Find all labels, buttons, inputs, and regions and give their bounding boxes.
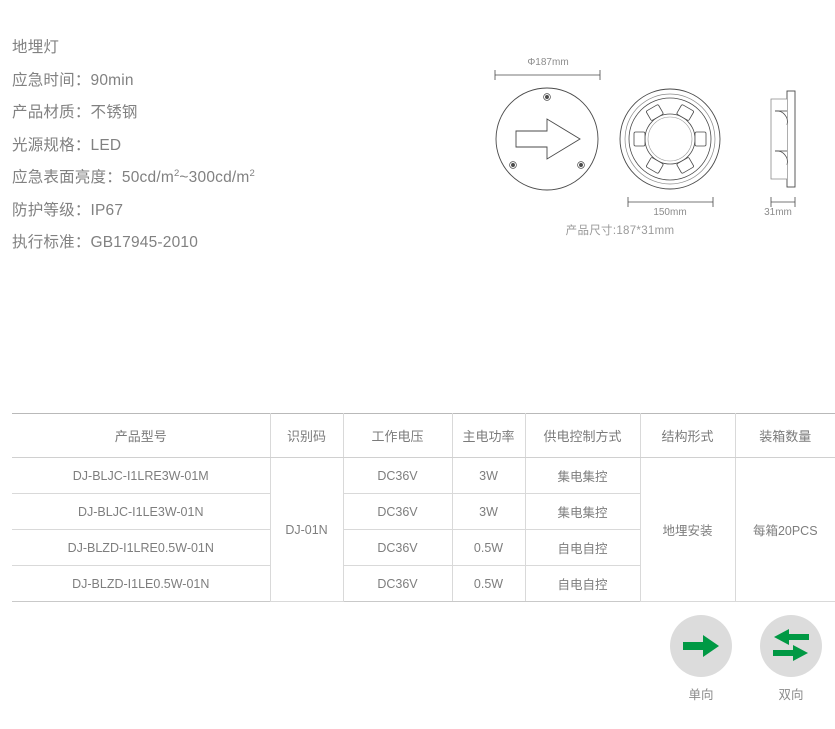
spec-surface-brightness: 应急表面亮度：50cd/m2~300cd/m2 bbox=[12, 162, 442, 195]
cell-control: 自电自控 bbox=[524, 565, 640, 602]
column-header-power: 主电功率 bbox=[451, 413, 526, 458]
cell-identification-code: DJ-01N bbox=[269, 457, 344, 602]
cell-power: 3W bbox=[451, 493, 526, 530]
spec-value: 不锈钢 bbox=[90, 104, 138, 121]
spec-label: 产品材质 bbox=[12, 104, 75, 121]
column-header-model: 产品型号 bbox=[12, 413, 271, 458]
cell-control: 集电集控 bbox=[524, 493, 640, 530]
spec-protection-level: 防护等级：IP67 bbox=[12, 195, 442, 228]
spec-label: 防护等级 bbox=[12, 201, 75, 219]
cell-control: 自电自控 bbox=[524, 529, 640, 566]
spec-value: 90min bbox=[90, 71, 134, 89]
product-spec-block: 地埋灯 应急时间：90min 产品材质：不锈钢 光源规格：LED 应急表面亮度：… bbox=[12, 32, 442, 260]
badge-label: 单向 bbox=[688, 688, 714, 702]
dimension-label-depth: 31mm bbox=[764, 207, 792, 218]
spec-value: IP67 bbox=[90, 201, 124, 219]
cell-control: 集电集控 bbox=[524, 457, 641, 494]
badge-single-direction: 单向 bbox=[665, 615, 737, 715]
product-title: 地埋灯 bbox=[12, 39, 60, 56]
product-specification-table: 产品型号 识别码 工作电压 主电功率 供电控制方式 结构形式 装箱数量 DJ-B… bbox=[12, 413, 835, 602]
badge-double-direction: 双向 bbox=[755, 615, 827, 715]
spec-colon: ： bbox=[74, 201, 91, 219]
cell-model: DJ-BLZD-I1LRE0.5W-01N bbox=[12, 529, 271, 566]
spec-colon: ： bbox=[74, 136, 91, 154]
spec-emergency-time: 应急时间：90min bbox=[12, 65, 442, 98]
spec-light-source: 光源规格：LED bbox=[12, 130, 442, 163]
column-header-packing: 装箱数量 bbox=[734, 413, 835, 458]
spec-label: 应急表面亮度 bbox=[12, 169, 107, 186]
cell-model: DJ-BLJC-I1LRE3W-01M bbox=[12, 457, 271, 494]
spec-value: 50cd/m2~300cd/m2 bbox=[121, 167, 256, 186]
column-header-voltage: 工作电压 bbox=[342, 413, 453, 458]
product-size-caption: 产品尺寸:187*31mm bbox=[565, 225, 675, 237]
direction-badges: 单向 双向 bbox=[665, 615, 830, 715]
cell-structure-form: 地埋安装 bbox=[639, 457, 736, 602]
cell-model: DJ-BLJC-I1LE3W-01N bbox=[12, 493, 271, 530]
badge-circle bbox=[760, 615, 822, 677]
drawings-svg bbox=[494, 70, 796, 207]
spec-label: 应急时间 bbox=[12, 71, 75, 89]
spec-standard: 执行标准：GB17945-2010 bbox=[12, 227, 442, 260]
table-row: DJ-BLZD-I1LE0.5W-01N DC36V 0.5W 自电自控 bbox=[12, 565, 835, 602]
table-row: DJ-BLJC-I1LE3W-01N DC36V 3W 集电集控 bbox=[12, 493, 835, 530]
cell-voltage: DC36V bbox=[342, 529, 453, 566]
single-arrow-right-icon bbox=[683, 635, 719, 657]
cell-voltage: DC36V bbox=[342, 565, 453, 602]
badge-circle bbox=[670, 615, 732, 677]
table-header-row: 产品型号 识别码 工作电压 主电功率 供电控制方式 结构形式 装箱数量 bbox=[12, 413, 835, 458]
cell-packing-quantity: 每箱20PCS bbox=[734, 457, 835, 602]
cell-voltage: DC36V bbox=[342, 457, 453, 494]
badge-label: 双向 bbox=[778, 688, 804, 702]
cell-power: 3W bbox=[451, 457, 526, 494]
spec-label: 执行标准 bbox=[12, 234, 75, 251]
double-arrow-icon bbox=[773, 629, 809, 661]
table-row: DJ-BLZD-I1LRE0.5W-01N DC36V 0.5W 自电自控 bbox=[12, 529, 835, 566]
column-header-structure: 结构形式 bbox=[639, 413, 736, 458]
cell-voltage: DC36V bbox=[342, 493, 453, 530]
cell-model: DJ-BLZD-I1LE0.5W-01N bbox=[12, 565, 271, 602]
dimension-label-diameter: Φ187mm bbox=[527, 57, 569, 68]
arrow-outline-icon bbox=[515, 118, 581, 160]
column-header-control: 供电控制方式 bbox=[524, 413, 641, 458]
spec-colon: ： bbox=[74, 234, 91, 251]
spec-colon: ： bbox=[74, 71, 91, 89]
cell-power: 0.5W bbox=[451, 529, 526, 566]
table-row: DJ-BLJC-I1LRE3W-01M DJ-01N DC36V 3W 集电集控… bbox=[12, 457, 835, 602]
cell-power: 0.5W bbox=[451, 565, 526, 602]
dimension-label-width: 150mm bbox=[653, 207, 687, 218]
column-header-code: 识别码 bbox=[269, 413, 344, 458]
spec-value: GB17945-2010 bbox=[90, 234, 199, 251]
product-technical-drawings: Φ187mm 150mm 31mm bbox=[470, 55, 825, 250]
spec-label: 光源规格 bbox=[12, 136, 75, 154]
spec-colon: ： bbox=[106, 169, 122, 186]
spec-value: LED bbox=[90, 136, 122, 154]
spec-material: 产品材质：不锈钢 bbox=[12, 97, 442, 130]
spec-colon: ： bbox=[74, 104, 91, 121]
